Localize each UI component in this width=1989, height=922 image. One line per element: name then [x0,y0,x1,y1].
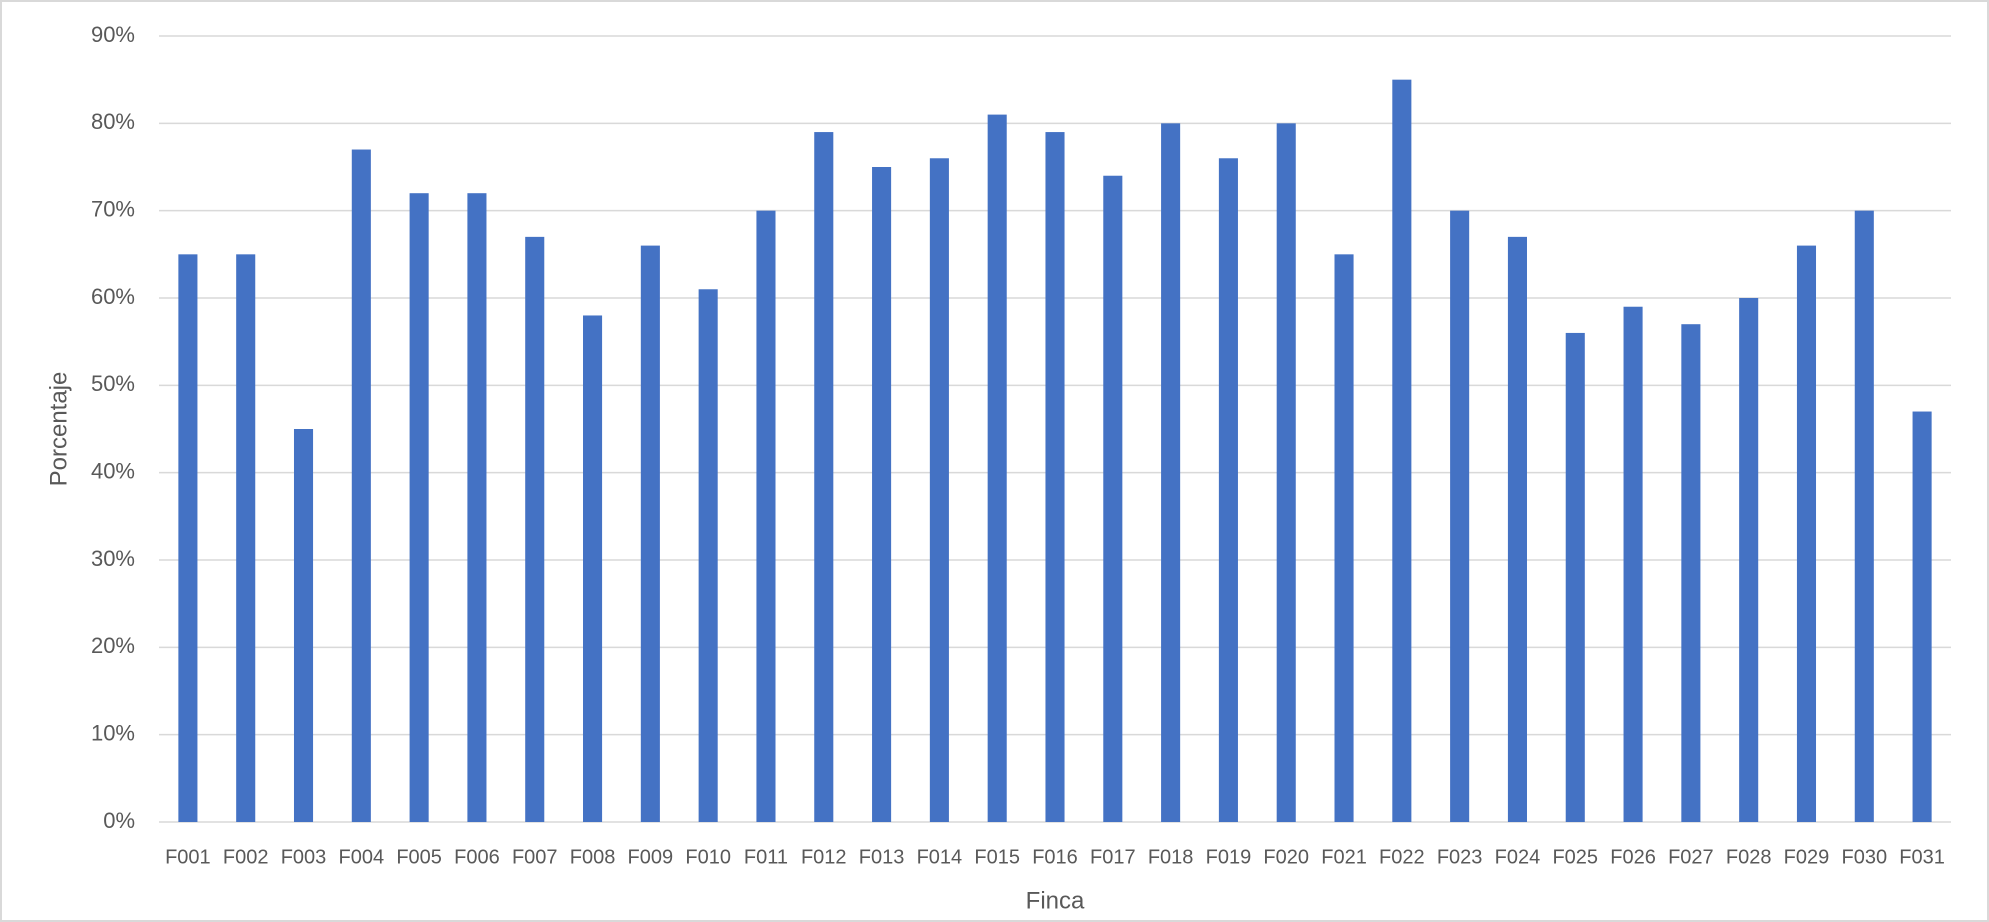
bar [1045,132,1065,823]
y-tick-label: 70% [91,196,135,221]
y-tick-label: 40% [91,458,135,483]
bar [698,289,718,822]
y-tick-label: 30% [91,546,135,571]
x-tick-label: F024 [1495,846,1541,868]
x-tick-label: F011 [744,846,788,868]
x-tick-label: F031 [1899,846,1945,868]
bar [1103,175,1123,822]
bar [293,429,314,822]
bar [409,193,429,822]
bar [178,254,198,823]
x-tick-label: F021 [1321,846,1367,868]
bar [987,114,1007,823]
y-tick-label: 90% [91,22,135,47]
x-tick-label: F020 [1263,846,1309,868]
x-tick-label: F012 [801,846,847,868]
bar [525,236,545,822]
bar [814,132,834,823]
x-tick-label: F016 [1032,846,1078,868]
bar [583,315,603,822]
y-tick-label: 80% [91,109,135,134]
x-tick-label: F013 [859,846,905,868]
y-axis-title: Porcentaje [45,372,72,487]
x-tick-label: F027 [1668,846,1714,868]
x-tick-label: F018 [1148,846,1194,868]
bar [756,210,776,822]
bar [1507,236,1527,822]
bar [1276,123,1296,823]
y-tick-label: 0% [103,808,135,833]
bar [236,254,256,823]
bar [1161,123,1181,823]
x-tick-label: F023 [1437,846,1483,868]
x-tick-label: F009 [628,846,674,868]
x-tick-label: F029 [1784,846,1830,868]
bar [1450,210,1470,822]
y-tick-label: 20% [91,633,135,658]
x-tick-label: F003 [281,846,327,868]
x-tick-label: F022 [1379,846,1425,868]
bar [1796,245,1817,823]
x-tick-label: F010 [685,846,731,868]
y-tick-label: 60% [91,284,135,309]
bar [1681,324,1701,822]
x-tick-label: F005 [396,846,442,868]
x-tick-label: F008 [570,846,616,868]
bar [1739,298,1759,822]
y-tick-label: 10% [91,720,135,745]
x-axis-title: Finca [1026,887,1085,914]
bar [929,158,949,822]
bar [640,245,660,823]
x-tick-label: F019 [1206,846,1252,868]
x-tick-label: F026 [1610,846,1656,868]
x-tick-label: F002 [223,846,269,868]
bar [351,149,371,823]
bar [1392,79,1412,822]
x-tick-label: F007 [512,846,558,868]
bar [1334,254,1354,823]
x-tick-label: F014 [917,846,963,868]
x-tick-label: F006 [454,846,500,868]
y-tick-label: 50% [91,371,135,396]
bar [467,193,487,822]
x-tick-label: F028 [1726,846,1772,868]
bar [872,167,892,822]
x-tick-label: F001 [165,846,211,868]
x-tick-label: F030 [1841,846,1887,868]
bar [1565,332,1585,822]
bar [1912,411,1932,822]
bar [1623,306,1643,822]
x-tick-label: F017 [1090,846,1136,868]
x-tick-label: F025 [1552,846,1598,868]
bar [1218,158,1238,822]
x-tick-label: F015 [974,846,1020,868]
bar [1854,210,1874,822]
x-tick-label: F004 [339,846,385,868]
